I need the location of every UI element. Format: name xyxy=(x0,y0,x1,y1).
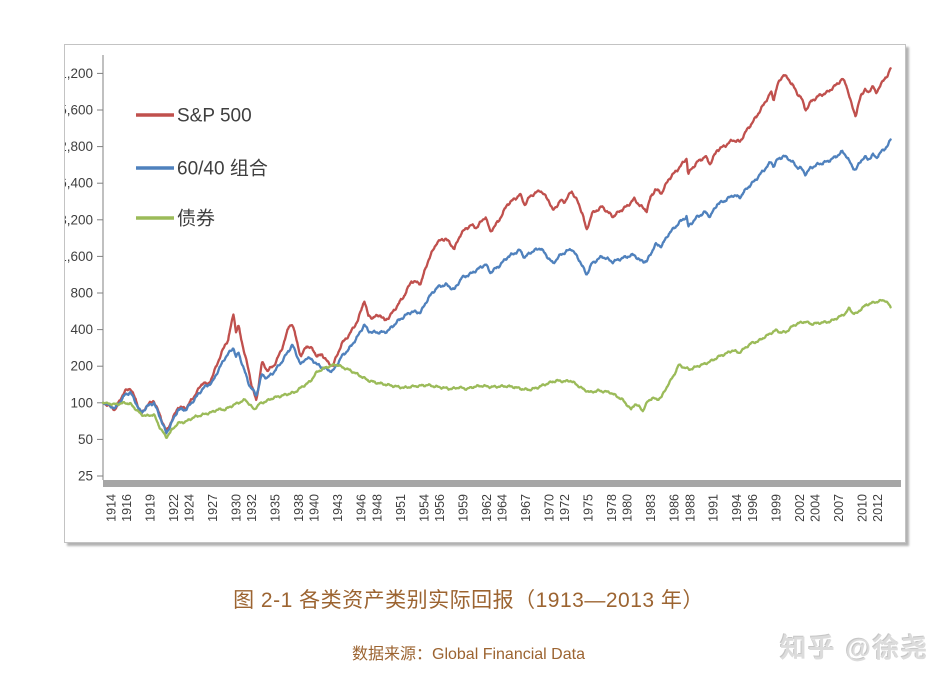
x-axis-label: 1954 xyxy=(417,494,431,522)
x-axis-label: 2010 xyxy=(855,494,869,522)
x-axis-label: 1970 xyxy=(542,494,556,522)
data-source: 数据来源：Global Financial Data xyxy=(352,646,585,663)
x-axis-label: 1991 xyxy=(707,494,721,522)
x-axis-label: 1986 xyxy=(668,494,682,522)
x-axis-label: 1975 xyxy=(582,494,596,522)
x-axis-label: 1994 xyxy=(730,494,744,522)
chart-frame: 51,200 25,600 12,800 6,400 3,200 1,600 800 400 2… xyxy=(64,44,906,543)
x-axis-label: 1924 xyxy=(183,494,197,522)
x-axis-label: 1999 xyxy=(769,494,783,522)
x-axis-label: 1972 xyxy=(558,494,572,522)
x-axis-label: 1935 xyxy=(269,494,283,522)
x-axis-label: 1980 xyxy=(621,494,635,522)
x-axis-label: 1940 xyxy=(308,494,322,522)
series-line-bonds xyxy=(101,298,892,439)
y-axis-label: 800 xyxy=(70,286,93,301)
series-line-sp500 xyxy=(101,67,892,432)
legend-label: S&P 500 xyxy=(177,106,252,127)
x-axis-label: 1978 xyxy=(605,494,619,522)
y-axis-label: 200 xyxy=(70,359,93,374)
series-line-6040 xyxy=(101,138,892,435)
y-axis-label: 25 xyxy=(78,469,93,484)
x-axis-band xyxy=(103,480,901,487)
x-axis-label: 1951 xyxy=(394,494,408,522)
x-axis-label: 1959 xyxy=(456,494,470,522)
x-axis-label: 1914 xyxy=(104,494,118,522)
x-axis-label: 1956 xyxy=(433,494,447,522)
x-axis-label: 1938 xyxy=(292,494,306,522)
x-axis-label: 1996 xyxy=(746,494,760,522)
x-axis-label: 1967 xyxy=(519,494,533,522)
x-axis-label: 1988 xyxy=(683,494,697,522)
x-axis-label: 2007 xyxy=(832,494,846,522)
x-axis-label: 2002 xyxy=(793,494,807,522)
y-axis-label: 6,400 xyxy=(65,176,93,191)
x-axis-label: 1927 xyxy=(206,494,220,522)
x-axis-label: 1932 xyxy=(245,494,259,522)
x-axis-label: 1922 xyxy=(167,494,181,522)
x-axis-label: 1964 xyxy=(496,494,510,522)
y-axis-label: 25,600 xyxy=(65,103,93,118)
y-axis-label: 1,600 xyxy=(65,249,93,264)
x-axis-label: 2012 xyxy=(871,494,885,522)
watermark: 知乎 @徐尧 xyxy=(780,633,929,663)
legend-label: 债券 xyxy=(177,208,215,230)
x-axis-label: 1916 xyxy=(120,494,134,522)
legend-label: 60/40 组合 xyxy=(177,158,268,180)
x-axis-label: 1930 xyxy=(230,494,244,522)
figure-caption: 图 2-1 各类资产类别实际回报（1913—2013 年） xyxy=(233,589,704,612)
chart-svg: 51,200 25,600 12,800 6,400 3,200 1,600 800 400 2… xyxy=(65,55,901,522)
x-axis-label: 1919 xyxy=(143,494,157,522)
x-axis-label: 1946 xyxy=(355,494,369,522)
x-axis-label: 1962 xyxy=(480,494,494,522)
x-axis-label: 1948 xyxy=(370,494,384,522)
y-axis-label: 100 xyxy=(70,395,93,410)
x-axis-label: 1983 xyxy=(644,494,658,522)
y-axis-label: 12,800 xyxy=(65,139,93,154)
y-axis-label: 50 xyxy=(78,432,93,447)
y-axis-label: 3,200 xyxy=(65,212,93,227)
y-axis-label: 400 xyxy=(70,322,93,337)
x-axis-label: 2004 xyxy=(808,494,822,522)
y-axis-label: 51,200 xyxy=(65,66,93,81)
x-axis-label: 1943 xyxy=(331,494,345,522)
